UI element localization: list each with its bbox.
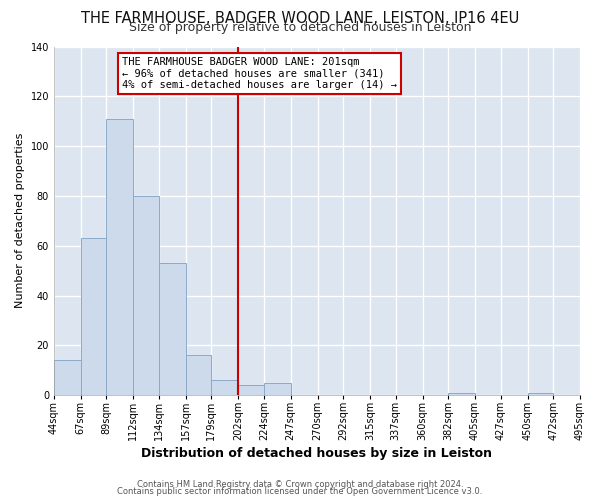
Bar [264,382,291,395]
Bar [133,196,159,395]
Bar [81,238,106,395]
Text: Contains public sector information licensed under the Open Government Licence v3: Contains public sector information licen… [118,487,482,496]
Bar [238,385,264,395]
Bar [186,356,211,395]
Bar [106,118,133,395]
Text: THE FARMHOUSE, BADGER WOOD LANE, LEISTON, IP16 4EU: THE FARMHOUSE, BADGER WOOD LANE, LEISTON… [81,11,519,26]
Bar [527,392,553,395]
Text: THE FARMHOUSE BADGER WOOD LANE: 201sqm
← 96% of detached houses are smaller (341: THE FARMHOUSE BADGER WOOD LANE: 201sqm ←… [122,57,397,90]
Bar [54,360,81,395]
Bar [211,380,238,395]
Text: Contains HM Land Registry data © Crown copyright and database right 2024.: Contains HM Land Registry data © Crown c… [137,480,463,489]
Text: Size of property relative to detached houses in Leiston: Size of property relative to detached ho… [129,21,471,34]
Bar [448,392,475,395]
X-axis label: Distribution of detached houses by size in Leiston: Distribution of detached houses by size … [142,447,493,460]
Bar [159,263,186,395]
Y-axis label: Number of detached properties: Number of detached properties [15,133,25,308]
